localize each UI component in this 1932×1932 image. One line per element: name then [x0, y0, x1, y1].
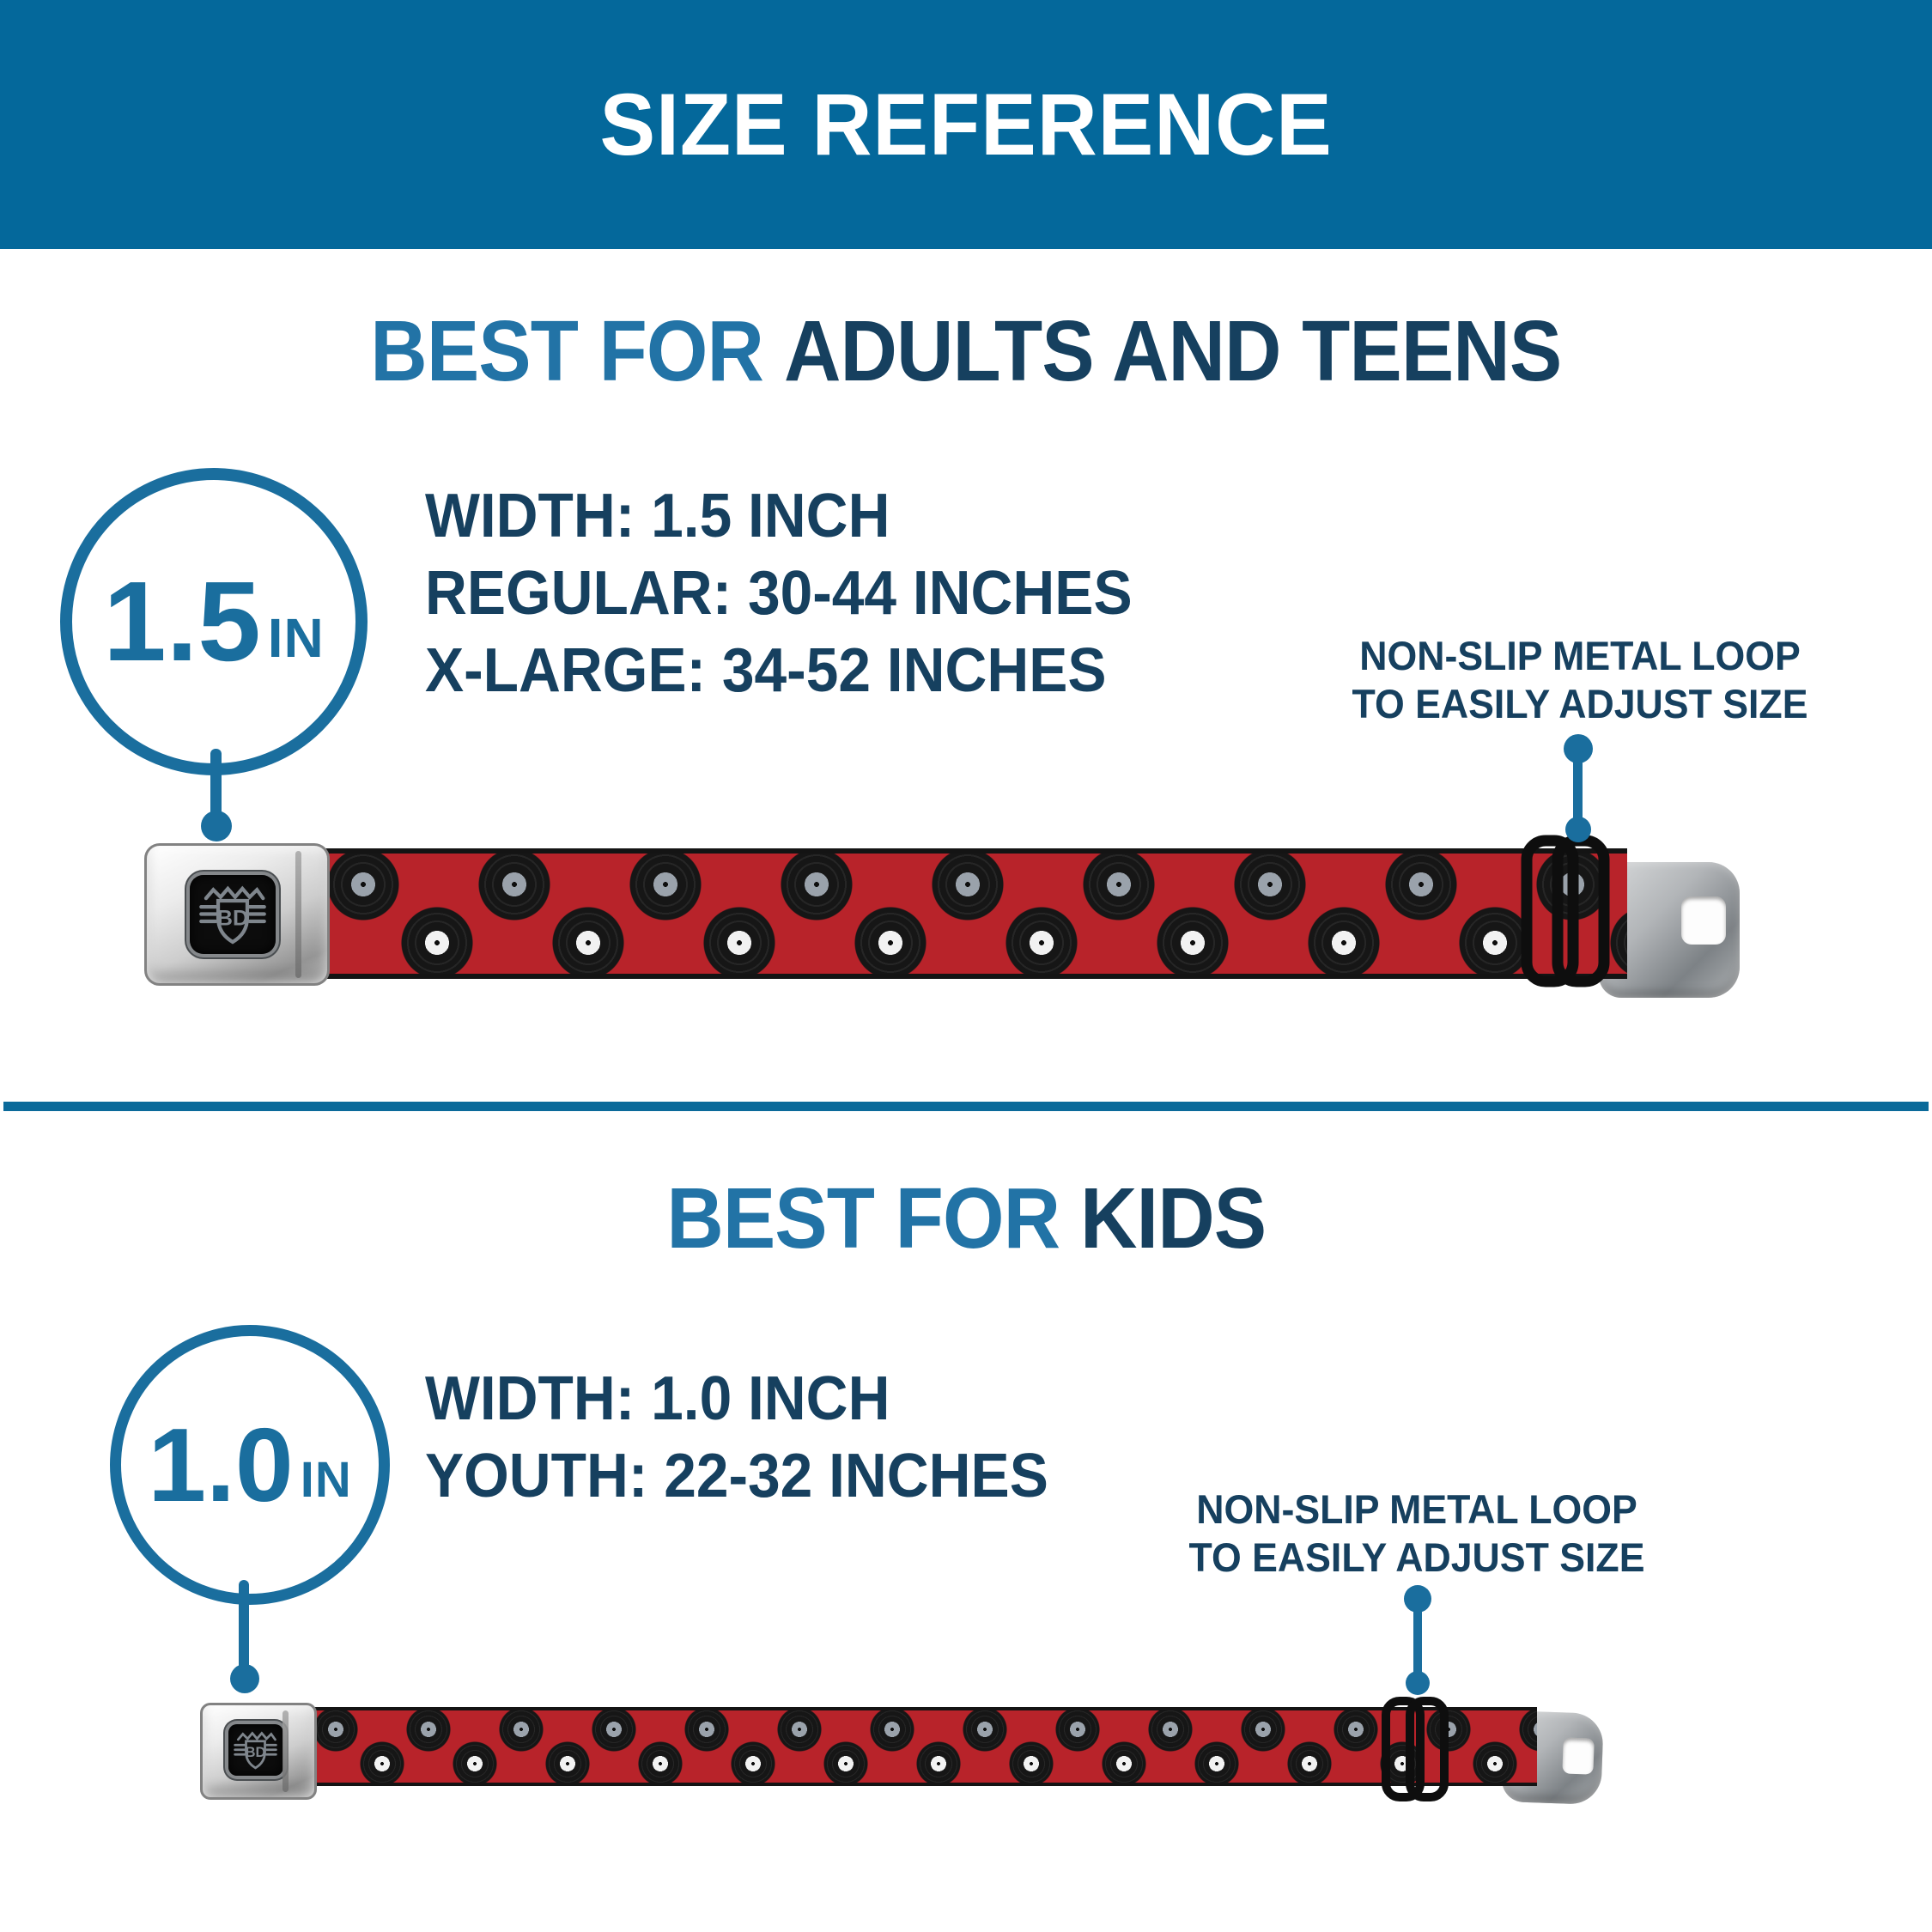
- width-badge-1-5in: 1.5 IN: [60, 468, 368, 775]
- connector-dot: [1565, 817, 1591, 842]
- heading-audience: KIDS: [1079, 1170, 1267, 1267]
- spec-xlarge: X-LARGE: 34-52 INCHES: [425, 636, 1107, 705]
- width-unit: IN: [300, 1452, 352, 1508]
- width-unit: IN: [267, 607, 325, 669]
- loop-callout-line1: NON-SLIP METAL LOOP: [1196, 1486, 1637, 1532]
- loop-callout-adults: NON-SLIP METAL LOOP TO EASILY ADJUST SIZ…: [1340, 632, 1820, 728]
- section-heading-kids: BEST FOR KIDS: [0, 1170, 1932, 1268]
- loop-callout-line2: TO EASILY ADJUST SIZE: [1352, 681, 1808, 726]
- buckle-window: BD: [190, 875, 276, 954]
- spec-list-kids: WIDTH: 1.0 INCH YOUTH: 22-32 INCHES: [425, 1360, 1088, 1515]
- connector-line: [239, 1580, 249, 1674]
- bd-logo-icon: BD: [199, 886, 266, 945]
- header-banner: SIZE REFERENCE: [0, 0, 1932, 249]
- width-value: 1.0: [148, 1406, 294, 1523]
- heading-best-for: BEST FOR: [666, 1170, 1060, 1267]
- end-tab-hole: [1681, 896, 1726, 945]
- bd-logo-text: BD: [246, 1745, 266, 1760]
- belt-strap-vinyl-records: [324, 848, 1627, 979]
- spec-width: WIDTH: 1.5 INCH: [425, 482, 890, 550]
- end-tab-hole: [1562, 1737, 1595, 1775]
- adjuster-metal-loop: [1382, 1697, 1449, 1801]
- connector-line: [1573, 749, 1583, 829]
- width-badge-1-0in: 1.0 IN: [110, 1325, 390, 1605]
- spec-width: WIDTH: 1.0 INCH: [425, 1364, 890, 1433]
- heading-best-for: BEST FOR: [370, 303, 765, 399]
- heading-audience: ADULTS AND TEENS: [784, 303, 1562, 399]
- spec-list-adults: WIDTH: 1.5 INCH REGULAR: 30-44 INCHES X-…: [425, 477, 1177, 709]
- connector-dot: [230, 1664, 259, 1693]
- buckle-window: BD: [228, 1724, 283, 1776]
- belt-strap-vinyl-records: [312, 1707, 1537, 1786]
- loop-callout-line2: TO EASILY ADJUST SIZE: [1188, 1534, 1645, 1580]
- page-title: SIZE REFERENCE: [599, 75, 1333, 173]
- width-value: 1.5: [103, 558, 261, 684]
- bd-logo-text: BD: [217, 907, 249, 931]
- connector-line: [210, 749, 222, 828]
- loop-callout-line1: NON-SLIP METAL LOOP: [1359, 633, 1801, 678]
- spec-youth: YOUTH: 22-32 INCHES: [425, 1442, 1048, 1510]
- section-heading-adults: BEST FOR ADULTS AND TEENS: [0, 302, 1932, 401]
- spec-regular: REGULAR: 30-44 INCHES: [425, 559, 1133, 628]
- connector-line: [1413, 1599, 1422, 1681]
- section-divider: [3, 1102, 1929, 1111]
- bd-logo-icon: BD: [234, 1731, 278, 1770]
- seatbelt-buckle: BD: [200, 1703, 317, 1800]
- connector-dot: [1406, 1671, 1430, 1695]
- adjuster-metal-loop: [1521, 835, 1610, 987]
- seatbelt-buckle: BD: [144, 843, 330, 986]
- loop-callout-kids: NON-SLIP METAL LOOP TO EASILY ADJUST SIZ…: [1176, 1485, 1657, 1582]
- connector-dot: [201, 811, 232, 841]
